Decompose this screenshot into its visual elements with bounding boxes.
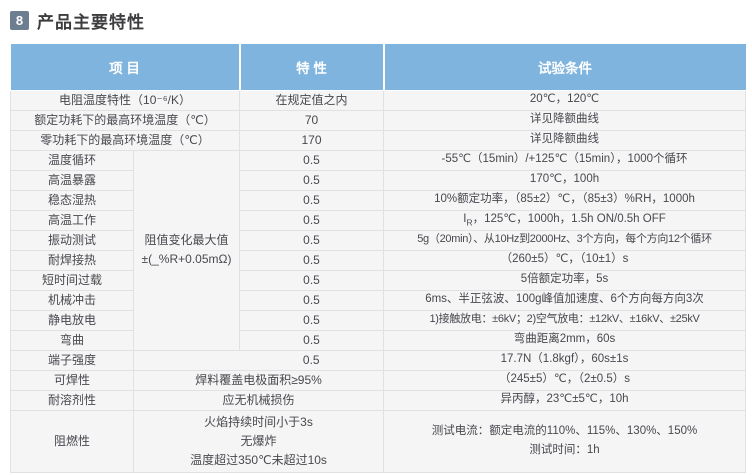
condition-line: 测试电流：额定电流的110%、115%、130%、150%	[431, 425, 698, 437]
item-cell: 温度循环	[10, 149, 134, 171]
characteristic-cell: 70	[239, 109, 385, 131]
condition-cell: 17.7N（1.8kgf），60s±1s	[383, 349, 747, 371]
condition-cell: 详见降额曲线	[383, 109, 747, 131]
item-cell: 稳态湿热	[10, 189, 134, 211]
table-row: 稳态湿热 0.5 10%额定功率，（85±2）℃，（85±3）%RH，1000h	[10, 189, 747, 211]
condition-cell: 5倍额定功率，5s	[383, 269, 747, 291]
item-cell: 可焊性	[10, 369, 134, 391]
characteristic-cell: 170	[239, 129, 385, 151]
table-row: 阻燃性 火焰持续时间小于3s 无爆炸 温度超过350℃未超过10s 测试电流：额…	[10, 409, 747, 473]
note-line: 阻值变化最大值	[144, 232, 229, 247]
characteristic-cell: 0.5	[239, 169, 385, 191]
characteristic-cell: 0.5	[239, 289, 385, 311]
characteristic-cell: 0.5	[239, 189, 385, 211]
header-item: 项 目	[10, 44, 240, 91]
condition-cell: 20℃，120℃	[383, 89, 747, 111]
item-cell: 高温暴露	[10, 169, 134, 191]
header-characteristic: 特 性	[238, 44, 384, 91]
section-title-bar: 8 产品主要特性	[10, 8, 752, 32]
condition-cell: 170℃，100h	[383, 169, 747, 191]
subscript-r: R	[466, 217, 473, 228]
characteristic-cell: 0.5	[239, 309, 385, 331]
characteristic-cell: 火焰持续时间小于3s 无爆炸 温度超过350℃未超过10s	[132, 409, 385, 473]
condition-cell: （260±5）℃，（10±1）s	[383, 249, 747, 271]
condition-cell: 异丙醇，23℃±5℃，10h	[383, 389, 747, 411]
condition-cell: 6ms、半正弦波、100g峰值加速度、6个方向每方向3次	[383, 289, 747, 311]
table-row: 机械冲击 0.5 6ms、半正弦波、100g峰值加速度、6个方向每方向3次	[10, 289, 747, 311]
table-row: 电阻温度特性（10⁻⁶/K） 在规定值之内 20℃，120℃	[9, 89, 747, 111]
condition-cell: 1)接触放电：±6kV；2)空气放电：±12kV、±16kV、±25kV	[383, 309, 747, 331]
table-row: 高温工作 0.5 IR，125℃，1000h，1.5h ON/0.5h OFF	[10, 209, 747, 231]
characteristic-cell: 0.5	[239, 349, 385, 371]
table-row: 振动测试 0.5 5g（20min）、从10Hz到2000Hz、3个方向，每个方…	[10, 229, 747, 251]
condition-cell: IR，125℃，1000h，1.5h ON/0.5h OFF	[383, 209, 747, 231]
characteristic-cell: 焊料覆盖电极面积≥95%	[132, 369, 385, 391]
condition-cell: 5g（20min）、从10Hz到2000Hz、3个方向，每个方向12个循环	[383, 229, 747, 251]
table-row: 静电放电 0.5 1)接触放电：±6kV；2)空气放电：±12kV、±16kV、…	[10, 309, 747, 331]
table-row: 零功耗下的最高环境温度（℃） 170 详见降额曲线	[9, 129, 747, 151]
table-row: 耐焊接热 0.5 （260±5）℃，（10±1）s	[10, 249, 747, 271]
empty-cell	[132, 349, 240, 371]
header-test-condition: 试验条件	[382, 44, 746, 91]
item-cell: 零功耗下的最高环境温度（℃）	[9, 129, 241, 151]
table-row: 端子强度 0.5 17.7N（1.8kgf），60s±1s	[10, 349, 747, 371]
item-cell: 阻燃性	[10, 409, 134, 473]
condition-line: 测试时间：1h	[529, 444, 600, 456]
item-cell: 静电放电	[10, 309, 134, 331]
value-line: 火焰持续时间小于3s	[204, 414, 313, 429]
item-cell: 耐焊接热	[10, 249, 134, 271]
value-line: 温度超过350℃未超过10s	[190, 452, 327, 467]
characteristic-cell: 0.5	[239, 209, 385, 231]
characteristic-cell: 0.5	[239, 269, 385, 291]
characteristic-cell: 0.5	[239, 229, 385, 251]
table-row: 温度循环 阻值变化最大值 ±(_%R+0.05mΩ) 0.5 -55℃（15mi…	[10, 149, 747, 351]
table-row: 额定功耗下的最高环境温度（℃） 70 详见降额曲线	[9, 109, 747, 131]
condition-cell: 详见降额曲线	[383, 129, 747, 151]
table-row: 耐溶剂性 应无机械损伤 异丙醇，23℃±5℃，10h	[10, 389, 747, 411]
characteristics-table: 项 目 特 性 试验条件 电阻温度特性（10⁻⁶/K） 在规定值之内 20℃，1…	[9, 44, 747, 473]
table-header-row: 项 目 特 性 试验条件	[10, 44, 746, 91]
item-cell: 短时间过载	[10, 269, 134, 291]
condition-cell: -55℃（15min）/+125℃（15min），1000个循环	[383, 149, 747, 171]
note-line: ±(_%R+0.05mΩ)	[141, 252, 232, 266]
characteristic-cell: 应无机械损伤	[132, 389, 385, 411]
characteristic-cell: 0.5	[239, 329, 385, 351]
section-number-badge: 8	[10, 10, 29, 30]
condition-cell: （245±5）℃，（2±0.5）s	[383, 369, 747, 391]
condition-cell: 弯曲距离2mm，60s	[383, 329, 747, 351]
characteristic-cell: 在规定值之内	[239, 89, 385, 111]
condition-cell: 10%额定功率，（85±2）℃，（85±3）%RH，1000h	[383, 189, 747, 211]
item-cell: 额定功耗下的最高环境温度（℃）	[9, 109, 241, 131]
item-cell: 电阻温度特性（10⁻⁶/K）	[9, 89, 241, 111]
item-cell: 高温工作	[10, 209, 134, 231]
condition-cell: 测试电流：额定电流的110%、115%、130%、150% 测试时间：1h	[383, 409, 747, 473]
table-row: 弯曲 0.5 弯曲距离2mm，60s	[10, 329, 747, 351]
item-cell: 端子强度	[10, 349, 134, 371]
resistance-change-note: 阻值变化最大值 ±(_%R+0.05mΩ)	[132, 149, 241, 351]
item-cell: 耐溶剂性	[10, 389, 134, 411]
table-row: 高温暴露 0.5 170℃，100h	[10, 169, 747, 191]
item-cell: 振动测试	[10, 229, 134, 251]
table-row: 可焊性 焊料覆盖电极面积≥95% （245±5）℃，（2±0.5）s	[10, 369, 747, 391]
item-cell: 弯曲	[10, 329, 134, 351]
item-cell: 机械冲击	[10, 289, 134, 311]
characteristic-cell: 0.5	[239, 249, 385, 271]
value-line: 无爆炸	[240, 433, 277, 448]
characteristic-cell: 0.5	[239, 149, 385, 171]
table-row: 短时间过载 0.5 5倍额定功率，5s	[10, 269, 747, 291]
page-title: 产品主要特性	[37, 12, 145, 32]
